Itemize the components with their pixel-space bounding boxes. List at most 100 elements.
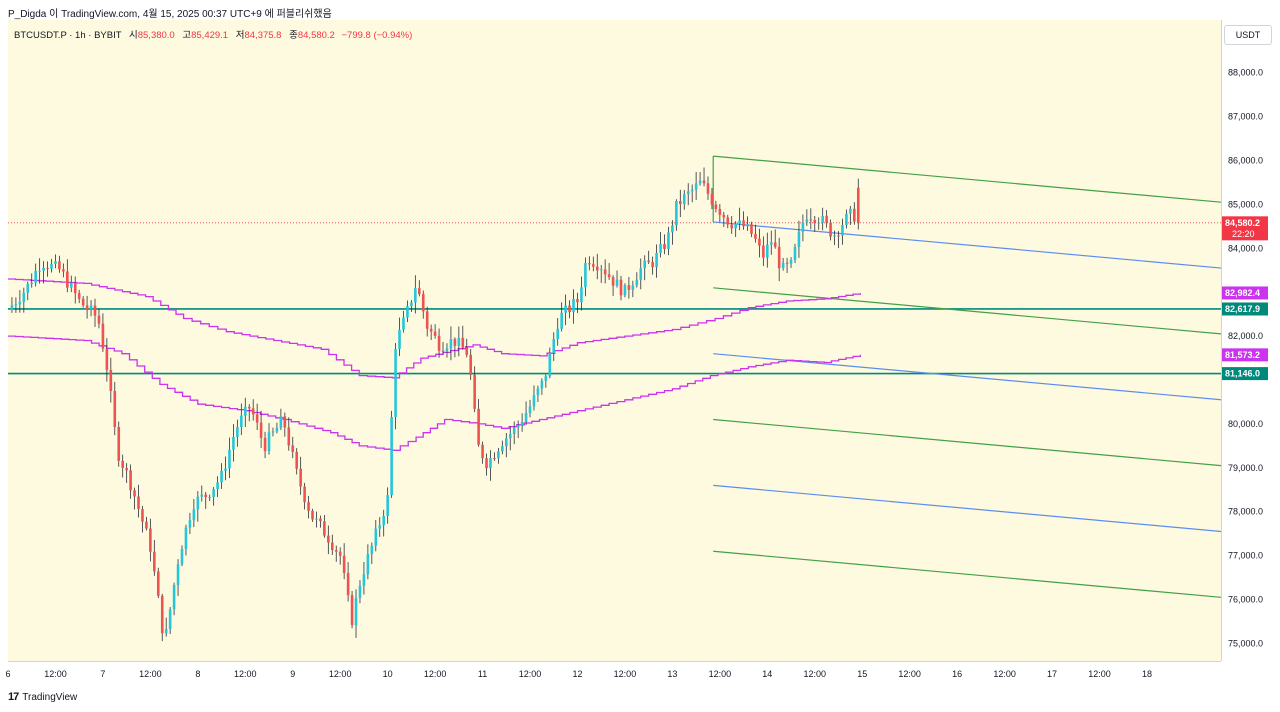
candle-body-10 [50,263,53,269]
candle-body-125 [504,438,508,447]
ma-tag-0-bg [1222,286,1268,300]
candle-body-0 [10,305,14,310]
x-tick-label-11: 12:00 [519,669,542,679]
candle-body-171 [686,191,690,195]
candle-body-93 [378,525,382,529]
candle-body-68 [279,416,283,428]
candle-body-128 [516,425,520,428]
candle-body-58 [240,415,243,428]
x-tick-label-0: 6 [5,669,10,679]
chart-pane[interactable] [8,20,1221,661]
candle-body-78 [319,518,322,522]
time-axis[interactable] [8,661,1221,687]
candle-body-195 [781,262,785,269]
candle-body-31 [133,490,136,497]
change-value: −799.8 (−0.94%) [341,30,413,41]
candle-body-135 [544,376,548,381]
candle-body-208 [833,235,836,237]
candle-body-9 [46,267,49,269]
candle-body-25 [109,370,113,391]
candle-body-197 [789,259,793,264]
candle-body-158 [635,279,639,286]
pitchfork-line-2 [713,287,1221,335]
candle-body-142 [572,298,575,313]
y-tick-label-9: 86,000.0 [1228,155,1263,165]
x-tick-label-5: 12:00 [234,669,257,679]
publish-bar: P_Digda 이 TradingView.com, 4월 15, 2025 0… [0,0,1280,22]
candle-body-52 [216,482,219,490]
candle-body-165 [663,243,666,249]
candle-body-137 [552,339,556,353]
candle-body-1 [14,304,18,306]
x-tick-label-6: 9 [290,669,295,679]
candle-body-194 [777,246,781,269]
candle-body-45 [188,520,192,528]
candle-body-196 [785,262,789,264]
candle-body-124 [501,446,504,452]
candle-body-105 [425,311,429,329]
y-tick-label-7: 84,000.0 [1228,243,1263,253]
candle-body-38 [160,595,164,634]
candle-body-144 [580,287,583,303]
footer-brand[interactable]: 17 TradingView [8,691,77,703]
candle-body-61 [251,408,255,415]
y-tick-label-8: 85,000.0 [1228,199,1263,209]
candle-body-85 [346,573,350,596]
price-axis[interactable] [1221,20,1280,661]
pitchfork-line-3 [713,353,1221,401]
candle-body-172 [690,189,694,192]
x-tick-label-13: 12:00 [614,669,637,679]
candle-body-210 [841,225,844,236]
candle-body-214 [856,187,860,223]
candle-body-34 [145,521,148,529]
y-tick-label-1: 76,000.0 [1228,595,1263,605]
candle-body-212 [849,208,852,214]
candle-body-108 [437,335,441,351]
candle-body-148 [595,266,599,271]
candle-body-190 [762,245,765,258]
y-tick-label-0: 75,000.0 [1228,638,1263,648]
pitchfork-line-6 [713,550,1221,598]
candle-body-188 [754,233,757,239]
candle-body-80 [327,535,330,543]
candle-body-43 [180,549,184,565]
candle-body-199 [797,231,801,248]
candle-body-100 [406,306,409,318]
candle-body-178 [714,204,718,209]
x-tick-label-17: 12:00 [804,669,827,679]
candle-body-139 [560,312,563,329]
candle-body-22 [97,315,101,324]
candle-body-64 [263,437,267,452]
candle-body-180 [722,214,726,218]
candle-body-141 [568,305,571,313]
candle-body-115 [465,347,469,355]
candle-body-170 [682,194,686,205]
candle-body-14 [66,271,69,288]
candle-body-156 [627,285,631,290]
candle-body-182 [730,224,734,229]
y-tick-label-11: 88,000.0 [1228,68,1263,78]
candle-body-60 [247,406,251,409]
x-tick-label-10: 11 [478,669,487,679]
candle-body-186 [746,224,749,227]
candle-body-20 [89,305,93,310]
x-tick-label-2: 7 [100,669,105,679]
high-label: 고 [182,30,192,41]
pitchfork-line-1 [713,221,1221,269]
x-tick-label-23: 12:00 [1088,669,1111,679]
candle-body-92 [374,528,378,546]
currency-button[interactable]: USDT [1224,25,1272,45]
candle-body-19 [85,305,89,310]
candle-body-143 [576,298,579,303]
y-tick-label-3: 78,000.0 [1228,507,1263,517]
candle-body-117 [473,374,476,409]
y-tick-label-6: 82,000.0 [1228,331,1263,341]
candle-body-162 [651,262,654,268]
candle-body-72 [295,451,298,469]
candle-body-86 [350,595,354,626]
candle-body-27 [117,427,121,461]
candle-body-24 [105,348,109,371]
candle-body-145 [584,263,587,288]
candle-body-192 [769,242,773,245]
open-label: 시 [128,30,138,41]
